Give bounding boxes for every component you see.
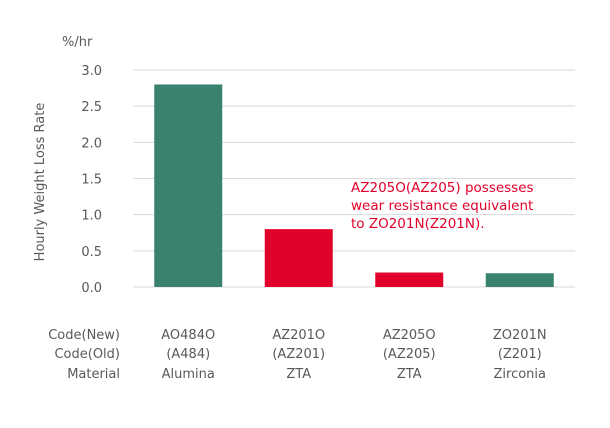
y-tick-label: 2.5 bbox=[81, 100, 102, 115]
category-code-new-label: AO484O bbox=[161, 328, 215, 343]
annotation-line: to ZO201N(Z201N). bbox=[351, 216, 485, 232]
category-material-label: Alumina bbox=[162, 367, 215, 382]
category-code-new-label: AZ201O bbox=[272, 328, 325, 343]
bars bbox=[154, 84, 554, 287]
row-label: Code(Old) bbox=[54, 347, 120, 362]
category-code-old-label: (AZ205) bbox=[383, 347, 436, 362]
category-material-label: Zirconia bbox=[494, 367, 547, 382]
y-tick-label: 1.0 bbox=[81, 209, 102, 224]
bar bbox=[264, 229, 333, 287]
row-labels: Code(New) Code(Old) Material bbox=[48, 328, 120, 382]
row-label: Code(New) bbox=[48, 328, 120, 343]
bar bbox=[154, 84, 223, 287]
category-material-label: ZTA bbox=[397, 367, 422, 382]
annotation-line: wear resistance equivalent bbox=[351, 198, 533, 214]
y-tick-label: 2.0 bbox=[81, 136, 102, 151]
bar bbox=[485, 273, 554, 287]
y-tick-label: 0.0 bbox=[81, 281, 102, 296]
annotation: AZ205O(AZ205) possesses wear resistance e… bbox=[351, 180, 534, 232]
category-code-new-label: AZ205O bbox=[383, 328, 436, 343]
y-tick-labels: 0.0 0.5 1.0 1.5 2.0 2.5 3.0 bbox=[81, 64, 102, 296]
y-tick-label: 3.0 bbox=[81, 64, 102, 79]
bar bbox=[375, 272, 444, 287]
y-tick-label: 0.5 bbox=[81, 245, 102, 260]
y-tick-label: 1.5 bbox=[81, 173, 102, 188]
category-code-new-label: ZO201N bbox=[493, 328, 547, 343]
annotation-line: AZ205O(AZ205) possesses bbox=[351, 180, 534, 196]
y-unit-label: %/hr bbox=[62, 35, 93, 50]
category-code-old-label: (Z201) bbox=[498, 347, 542, 362]
row-label: Material bbox=[67, 367, 120, 382]
category-material-label: ZTA bbox=[286, 367, 311, 382]
category-labels: AO484O (A484) Alumina AZ201O (AZ201) ZTA AZ205… bbox=[161, 328, 546, 382]
category-code-old-label: (AZ201) bbox=[272, 347, 325, 362]
y-axis-title: Hourly Weight Loss Rate bbox=[33, 103, 48, 262]
category-code-old-label: (A484) bbox=[166, 347, 210, 362]
